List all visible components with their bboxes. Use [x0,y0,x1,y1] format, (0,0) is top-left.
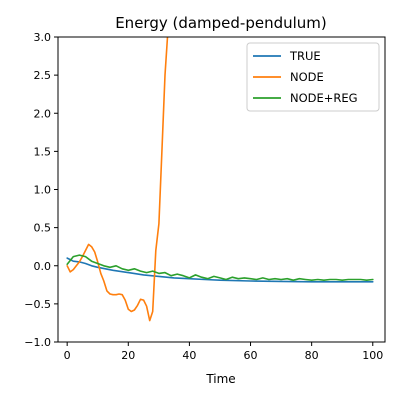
chart-title: Energy (damped-pendulum) [115,14,327,32]
y-tick-label: 1.0 [34,184,52,197]
series-line-true [66,257,374,283]
legend-box [246,42,380,112]
x-tick-label: 40 [182,349,196,362]
x-tick-label: 0 [64,349,71,362]
y-tick-label: 2.5 [34,69,52,82]
series-line-node-reg [66,254,374,282]
x-tick-label: 100 [362,349,383,362]
legend-label: NODE+REG [290,91,358,105]
x-tick-label: 60 [244,349,258,362]
y-tick-label: 3.0 [34,31,52,44]
axis-layer: 0 20 40 60 80 100 −1.0 −0.5 0.0 0.5 1.0 1.5 2.0 2.5 3.… [24,31,386,362]
legend-label: TRUE [289,49,321,63]
y-tick-label: 0.5 [34,222,52,235]
y-tick-label: 2.0 [34,107,52,120]
series-line-node [66,37,169,322]
legend: TRUE NODE NODE+REG [246,42,380,112]
y-tick-label: 0.0 [34,260,52,273]
series-layer [66,37,374,322]
y-tick-label: −0.5 [24,298,51,311]
x-axis-label: Time [205,372,235,386]
x-tick-label: 20 [121,349,135,362]
x-tick-label: 80 [305,349,319,362]
y-tick-label: 1.5 [34,145,52,158]
legend-label: NODE [290,70,324,84]
y-tick-label: −1.0 [24,336,51,349]
